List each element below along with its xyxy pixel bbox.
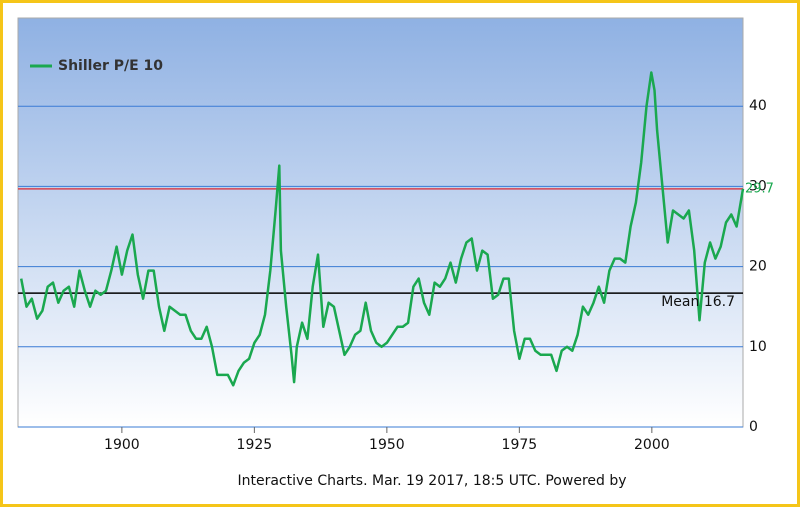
y-tick-label: 20 [749,259,767,275]
x-tick-label: 1900 [104,437,140,453]
footer: Interactive Charts. Mar. 19 2017, 18:5 U… [237,473,626,489]
mean-label: Mean 16.7 [661,294,735,310]
y-tick-label: 40 [749,98,767,114]
x-tick-label: 1925 [237,437,273,453]
y-tick-label: 30 [749,178,767,194]
x-tick-label: 2000 [634,437,670,453]
plot-area [17,17,744,428]
y-tick-label: 0 [749,419,758,435]
current-value-label: 29.7 [745,181,774,196]
data-line [19,71,745,387]
x-tick-label: 1975 [502,437,538,453]
x-tick-label: 1950 [369,437,405,453]
y-tick-label: 10 [749,339,767,355]
legend-label: Shiller P/E 10 [58,58,163,74]
